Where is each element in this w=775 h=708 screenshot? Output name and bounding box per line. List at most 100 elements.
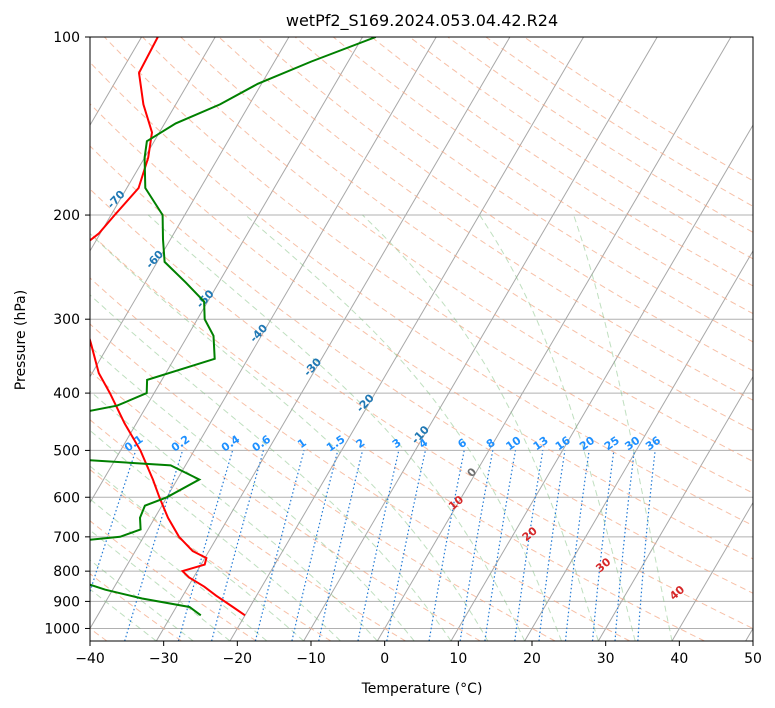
y-tick-label: 500 bbox=[53, 443, 80, 459]
moist-adiabat bbox=[90, 232, 489, 641]
x-tick-label: −40 bbox=[75, 651, 105, 667]
y-tick-label: 200 bbox=[53, 208, 80, 224]
mixing-ratio-label: 0.4 bbox=[219, 432, 243, 454]
mixing-ratio-line bbox=[90, 450, 137, 594]
x-tick-label: 40 bbox=[670, 651, 688, 667]
chart-title: wetPf2_S169.2024.053.04.42.R24 bbox=[286, 11, 558, 31]
mixing-ratio-label: 6 bbox=[455, 436, 469, 451]
dry-adiabat bbox=[180, 37, 753, 432]
mixing-ratio-line bbox=[177, 450, 234, 641]
moist-adiabat bbox=[362, 214, 599, 641]
isotherm-line bbox=[90, 37, 363, 504]
moist-adiabat bbox=[90, 429, 341, 641]
isotherm-line bbox=[597, 375, 753, 641]
mixing-ratio-line bbox=[637, 450, 656, 641]
mixing-ratio-label: 1 bbox=[295, 436, 309, 451]
isotherm-label: -50 bbox=[194, 287, 217, 311]
mixing-ratio-line bbox=[386, 450, 426, 641]
mixing-ratio-line bbox=[124, 450, 184, 641]
moist-adiabat bbox=[90, 498, 268, 641]
dry-adiabat-label: 30 bbox=[593, 555, 613, 575]
dry-adiabat bbox=[371, 37, 753, 287]
mixing-ratio-line bbox=[318, 450, 364, 641]
moist-adiabat bbox=[90, 294, 452, 641]
isotherm-label: 0 bbox=[465, 465, 480, 480]
x-tick-label: −10 bbox=[296, 651, 326, 667]
isotherm-line bbox=[155, 37, 511, 641]
temperature-profile bbox=[90, 37, 246, 617]
dry-adiabat-label: 40 bbox=[667, 583, 687, 603]
y-tick-label: 300 bbox=[53, 312, 80, 328]
dry-adiabat bbox=[90, 188, 753, 630]
isotherm-line bbox=[229, 37, 584, 641]
dry-adiabat bbox=[90, 145, 753, 594]
plot-frame bbox=[89, 36, 754, 642]
y-tick-label: 1000 bbox=[44, 621, 80, 637]
mixing-ratio-label: 0.2 bbox=[169, 433, 192, 455]
x-tick-label: 0 bbox=[380, 651, 389, 667]
dry-adiabat bbox=[90, 103, 753, 560]
isotherm-line bbox=[90, 37, 216, 252]
x-tick-label: 10 bbox=[449, 651, 467, 667]
x-axis-label: Temperature (°C) bbox=[361, 681, 483, 697]
moist-adiabat bbox=[573, 214, 673, 641]
isotherm-line bbox=[671, 501, 753, 641]
moist-adiabat bbox=[90, 529, 231, 641]
isotherm-line bbox=[376, 37, 732, 641]
mixing-ratio-line bbox=[211, 450, 264, 641]
x-tick-label: −30 bbox=[149, 651, 179, 667]
dry-adiabat-label: 20 bbox=[520, 524, 540, 544]
dry-adiabat bbox=[142, 37, 753, 462]
isotherm-label: -20 bbox=[354, 391, 377, 415]
moist-adiabat bbox=[479, 214, 636, 641]
mixing-ratio-line bbox=[459, 450, 494, 641]
x-tick-label: −20 bbox=[223, 651, 253, 667]
isotherm-label: -70 bbox=[105, 188, 128, 212]
isotherm-line bbox=[450, 124, 753, 641]
dry-adiabat bbox=[294, 37, 753, 343]
dry-adiabat bbox=[409, 37, 753, 260]
x-tick-label: 50 bbox=[744, 651, 762, 667]
isotherm-line bbox=[90, 37, 290, 378]
mixing-ratio-line bbox=[484, 450, 517, 641]
isotherm-label: -40 bbox=[247, 321, 270, 345]
dry-adiabat bbox=[104, 37, 753, 494]
dry-adiabat bbox=[523, 37, 753, 182]
y-axis-label: Pressure (hPa) bbox=[13, 290, 29, 390]
y-tick-label: 400 bbox=[53, 386, 80, 402]
mixing-ratio-line bbox=[254, 450, 305, 641]
dry-adiabat bbox=[90, 61, 753, 527]
moist-adiabat bbox=[90, 559, 194, 641]
isotherm-label: -10 bbox=[409, 423, 432, 447]
mixing-ratio-line bbox=[591, 450, 615, 641]
isotherm-label: -30 bbox=[301, 355, 324, 379]
moist-adiabat bbox=[245, 214, 562, 641]
mixing-ratio-line bbox=[428, 450, 465, 641]
dry-adiabat bbox=[90, 419, 406, 641]
y-tick-label: 600 bbox=[53, 490, 80, 506]
y-tick-label: 900 bbox=[53, 594, 80, 610]
y-tick-label: 100 bbox=[53, 30, 80, 46]
moist-adiabat bbox=[147, 214, 526, 641]
dry-adiabat bbox=[90, 232, 705, 641]
dry-adiabat bbox=[218, 37, 753, 401]
isotherm-line bbox=[524, 249, 753, 641]
mixing-ratio-label: 2 bbox=[354, 436, 368, 451]
mixing-ratio-line bbox=[514, 450, 544, 641]
mixing-ratio-label: 0.1 bbox=[122, 433, 145, 455]
dry-adiabat bbox=[90, 370, 481, 641]
dry-adiabat bbox=[256, 37, 753, 372]
isotherm-line bbox=[0, 37, 68, 641]
dewpoint-profile bbox=[90, 37, 377, 617]
mixing-ratio-line bbox=[291, 450, 339, 641]
moist-adiabat bbox=[90, 390, 378, 641]
mixing-ratio-line bbox=[538, 450, 566, 641]
dry-adiabat bbox=[447, 37, 753, 233]
mixing-ratio-label: 1.5 bbox=[324, 433, 347, 455]
mixing-ratio-line bbox=[564, 450, 590, 641]
mixing-ratio-label: 0.6 bbox=[250, 432, 274, 454]
x-tick-label: 20 bbox=[523, 651, 541, 667]
mixing-ratio-line bbox=[614, 450, 635, 641]
isotherm-line bbox=[745, 627, 753, 641]
